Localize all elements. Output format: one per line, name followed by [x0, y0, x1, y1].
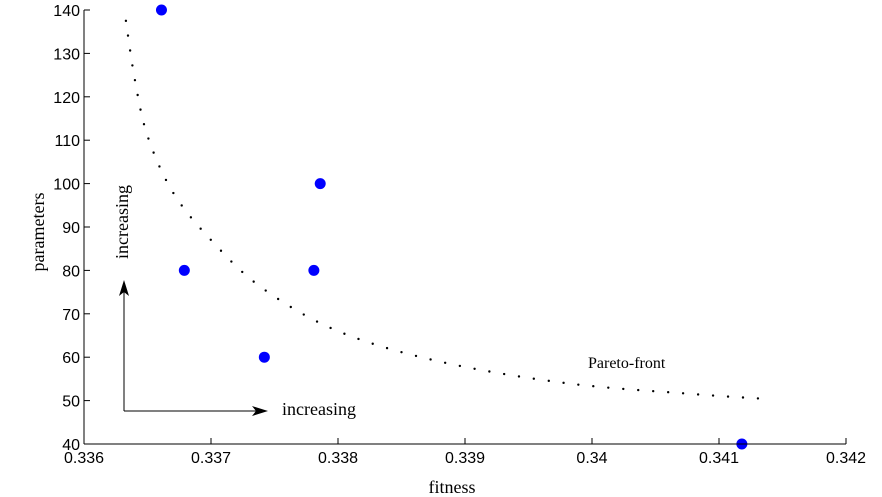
x-tick-label: 0.336 — [64, 450, 104, 467]
y-tick-label: 70 — [62, 307, 80, 324]
y-tick-label: 130 — [53, 46, 80, 63]
y-axis-title: parameters — [28, 193, 48, 272]
y-direction-label: increasing — [112, 185, 132, 259]
y-tick-label: 120 — [53, 90, 80, 107]
y-tick-label: 50 — [62, 394, 80, 411]
axes — [83, 9, 847, 445]
data-point — [155, 4, 167, 16]
x-tick-label: 0.339 — [445, 450, 485, 467]
x-tick-label: 0.34 — [576, 450, 607, 467]
tick-labels: 0.336 0.337 0.338 0.339 0.34 0.341 0.342 40 50 60… — [53, 3, 866, 467]
x-tick-label: 0.342 — [826, 450, 866, 467]
data-point — [178, 264, 190, 276]
x-tick-label: 0.338 — [318, 450, 358, 467]
pareto-front-curve — [124, 19, 760, 400]
y-tick-label: 90 — [62, 220, 80, 237]
y-tick-label: 110 — [54, 133, 80, 150]
data-point — [314, 178, 326, 190]
direction-arrows — [119, 280, 268, 416]
pareto-front-line — [124, 19, 760, 400]
y-tick-label: 40 — [62, 437, 80, 454]
x-tick-label: 0.337 — [191, 450, 231, 467]
data-point — [258, 351, 270, 363]
y-tick-label: 100 — [53, 177, 80, 194]
up-arrow-icon — [119, 280, 129, 296]
pareto-front-label: Pareto-front — [588, 355, 666, 372]
data-point — [308, 264, 320, 276]
y-tick-label: 80 — [62, 263, 80, 280]
data-points — [155, 4, 748, 450]
y-tick-label: 60 — [62, 350, 80, 367]
x-direction-label: increasing — [282, 399, 356, 419]
x-axis-title: fitness — [429, 477, 476, 497]
x-tick-label: 0.341 — [699, 450, 739, 467]
right-arrow-icon — [252, 406, 268, 416]
y-tick-label: 140 — [53, 3, 80, 20]
